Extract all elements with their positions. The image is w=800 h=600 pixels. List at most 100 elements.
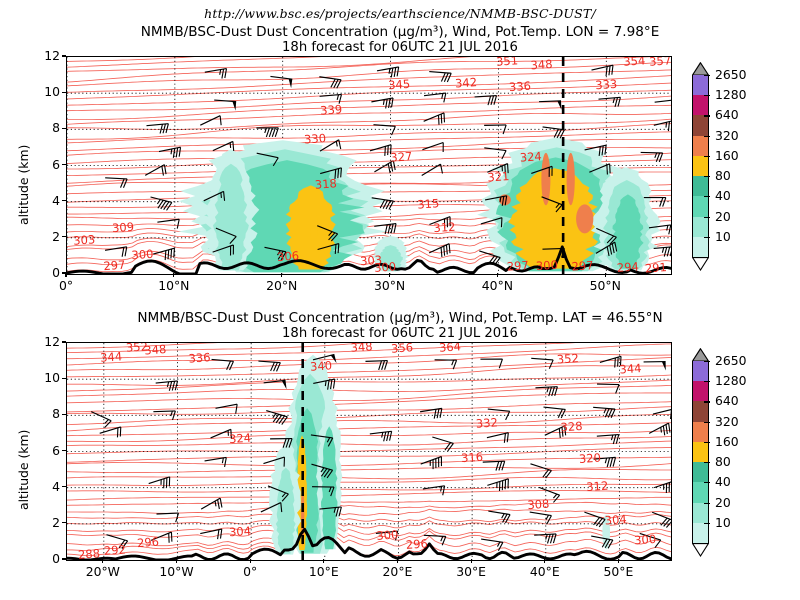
x-tick-mark <box>323 559 325 563</box>
y-tick-mark <box>62 200 66 202</box>
colorbar-tick <box>704 401 710 403</box>
colorbar-panel-1: 2650 1280 640 320 160 80 40 20 10 <box>692 62 747 271</box>
x-tick-label: 40°N <box>481 278 514 293</box>
colorbar-segment <box>692 381 709 402</box>
contour-label: 357 <box>649 57 671 69</box>
colorbar-segment <box>692 421 709 443</box>
x-tick-mark <box>249 559 251 563</box>
x-tick-label: 40°E <box>529 564 560 579</box>
x-tick-mark <box>470 559 472 563</box>
colorbar-tick <box>704 502 710 504</box>
colorbar-tick <box>704 522 710 524</box>
y-tick-mark <box>62 272 66 274</box>
y-tick-mark <box>62 127 66 129</box>
x-tick-mark <box>496 273 499 277</box>
x-tick-mark <box>173 273 175 277</box>
contour-label: 300 <box>376 527 399 542</box>
contour-label: 332 <box>475 415 498 430</box>
contour-label: 342 <box>455 75 478 90</box>
y-tick-mark <box>62 486 66 488</box>
x-tick-label: 0° <box>243 564 258 579</box>
colorbar-tick <box>704 421 710 423</box>
x-tick-mark <box>396 559 399 563</box>
colorbar-tick <box>704 196 710 198</box>
y-tick-mark <box>62 413 66 415</box>
x-tick-mark <box>65 273 67 277</box>
panel-2-title: NMMB/BSC-Dust Dust Concentration (µg/m³)… <box>137 310 663 326</box>
contour-label: 304 <box>604 512 627 527</box>
contour-label: 348 <box>350 343 373 355</box>
panel-1-subtitle: 18h forecast for 06UTC 21 JUL 2016 <box>282 40 518 55</box>
y-tick-mark <box>62 522 66 524</box>
contour-label: 351 <box>496 57 519 69</box>
contour-label: 300 <box>131 247 154 262</box>
source-url: http://www.bsc.es/projects/earthscience/… <box>204 6 596 21</box>
colorbar-segment <box>692 135 709 157</box>
contour-label: 320 <box>579 450 602 465</box>
x-tick-label: 50°E <box>603 564 634 579</box>
x-tick-mark <box>175 559 178 563</box>
y-tick-label: 8 <box>52 120 60 136</box>
x-tick-mark <box>604 273 606 277</box>
y-tick-label: 10 <box>44 84 60 100</box>
x-tick-mark <box>544 559 546 563</box>
contour-label: 300 <box>634 532 657 547</box>
panel-lon-cross-section: 339 330 318 309 303 300 297 306 303 300 315 312 327 3… <box>66 56 672 275</box>
contour-label: 336 <box>188 350 211 365</box>
contour-label: 312 <box>586 479 609 494</box>
y-tick-label: 0 <box>52 551 60 566</box>
y-tick-label: 0 <box>52 265 60 280</box>
contour-label: 303 <box>360 253 383 268</box>
colorbar-label: 20 <box>715 208 731 224</box>
y-tick-label: 12 <box>44 48 60 63</box>
contour-label: 297 <box>506 258 529 273</box>
colorbar-tick <box>704 361 710 363</box>
y-tick-mark <box>62 341 66 343</box>
colorbar-segment <box>692 502 709 524</box>
colorbar-segment <box>692 236 709 258</box>
contour-label: 339 <box>320 102 343 117</box>
y-tick-label: 12 <box>44 334 60 349</box>
contour-label: 296 <box>137 535 160 550</box>
contour-label: 304 <box>229 524 252 539</box>
contour-label: 300 <box>535 258 558 273</box>
colorbar-label: 320 <box>715 127 739 143</box>
contour-label: 315 <box>417 196 440 211</box>
colorbar-tick <box>704 135 710 137</box>
colorbar-label: 160 <box>715 147 739 163</box>
contour-label: 352 <box>126 343 149 355</box>
y-tick-label: 4 <box>52 192 60 208</box>
colorbar-segment <box>692 95 709 116</box>
colorbar-segment <box>692 462 709 483</box>
contour-label: 316 <box>461 450 484 465</box>
colorbar-label: 2650 <box>715 353 747 368</box>
y-tick-label: 10 <box>44 370 60 386</box>
colorbar-label: 80 <box>715 454 731 470</box>
contour-label: 294 <box>616 259 639 274</box>
colorbar-tick <box>704 236 710 238</box>
panel-1-title: NMMB/BSC-Dust Dust Concentration (µg/m³)… <box>140 24 660 40</box>
panel-lat-cross-section: 344 352 348 336 340 348 356 364 352 344 324 332 328 3… <box>66 342 672 561</box>
contour-label: 291 <box>644 260 667 274</box>
colorbar-tick <box>704 462 710 464</box>
contour-label: 327 <box>390 149 413 164</box>
x-tick-label: 20°N <box>266 278 298 293</box>
contour-label: 348 <box>144 343 167 357</box>
contour-label: 288 <box>78 546 101 560</box>
contour-label: 328 <box>560 419 583 434</box>
x-tick-mark <box>102 559 104 563</box>
x-tick-label: 30°N <box>373 278 406 293</box>
colorbar-label: 40 <box>715 188 731 204</box>
colorbar-label: 320 <box>715 413 739 429</box>
colorbar-over-arrow <box>692 62 708 75</box>
contour-label: 336 <box>509 79 532 94</box>
contour-label: 345 <box>388 77 411 92</box>
x-tick-mark <box>617 559 620 563</box>
contour-label: 312 <box>433 220 456 235</box>
x-tick-label: 30°E <box>456 564 486 579</box>
colorbar-segment <box>692 176 709 197</box>
contour-label: 306 <box>277 249 300 264</box>
y-tick-mark <box>62 91 66 93</box>
contour-label: 296 <box>405 536 428 551</box>
panel-2-subtitle: 18h forecast for 06UTC 21 JUL 2016 <box>282 326 518 341</box>
